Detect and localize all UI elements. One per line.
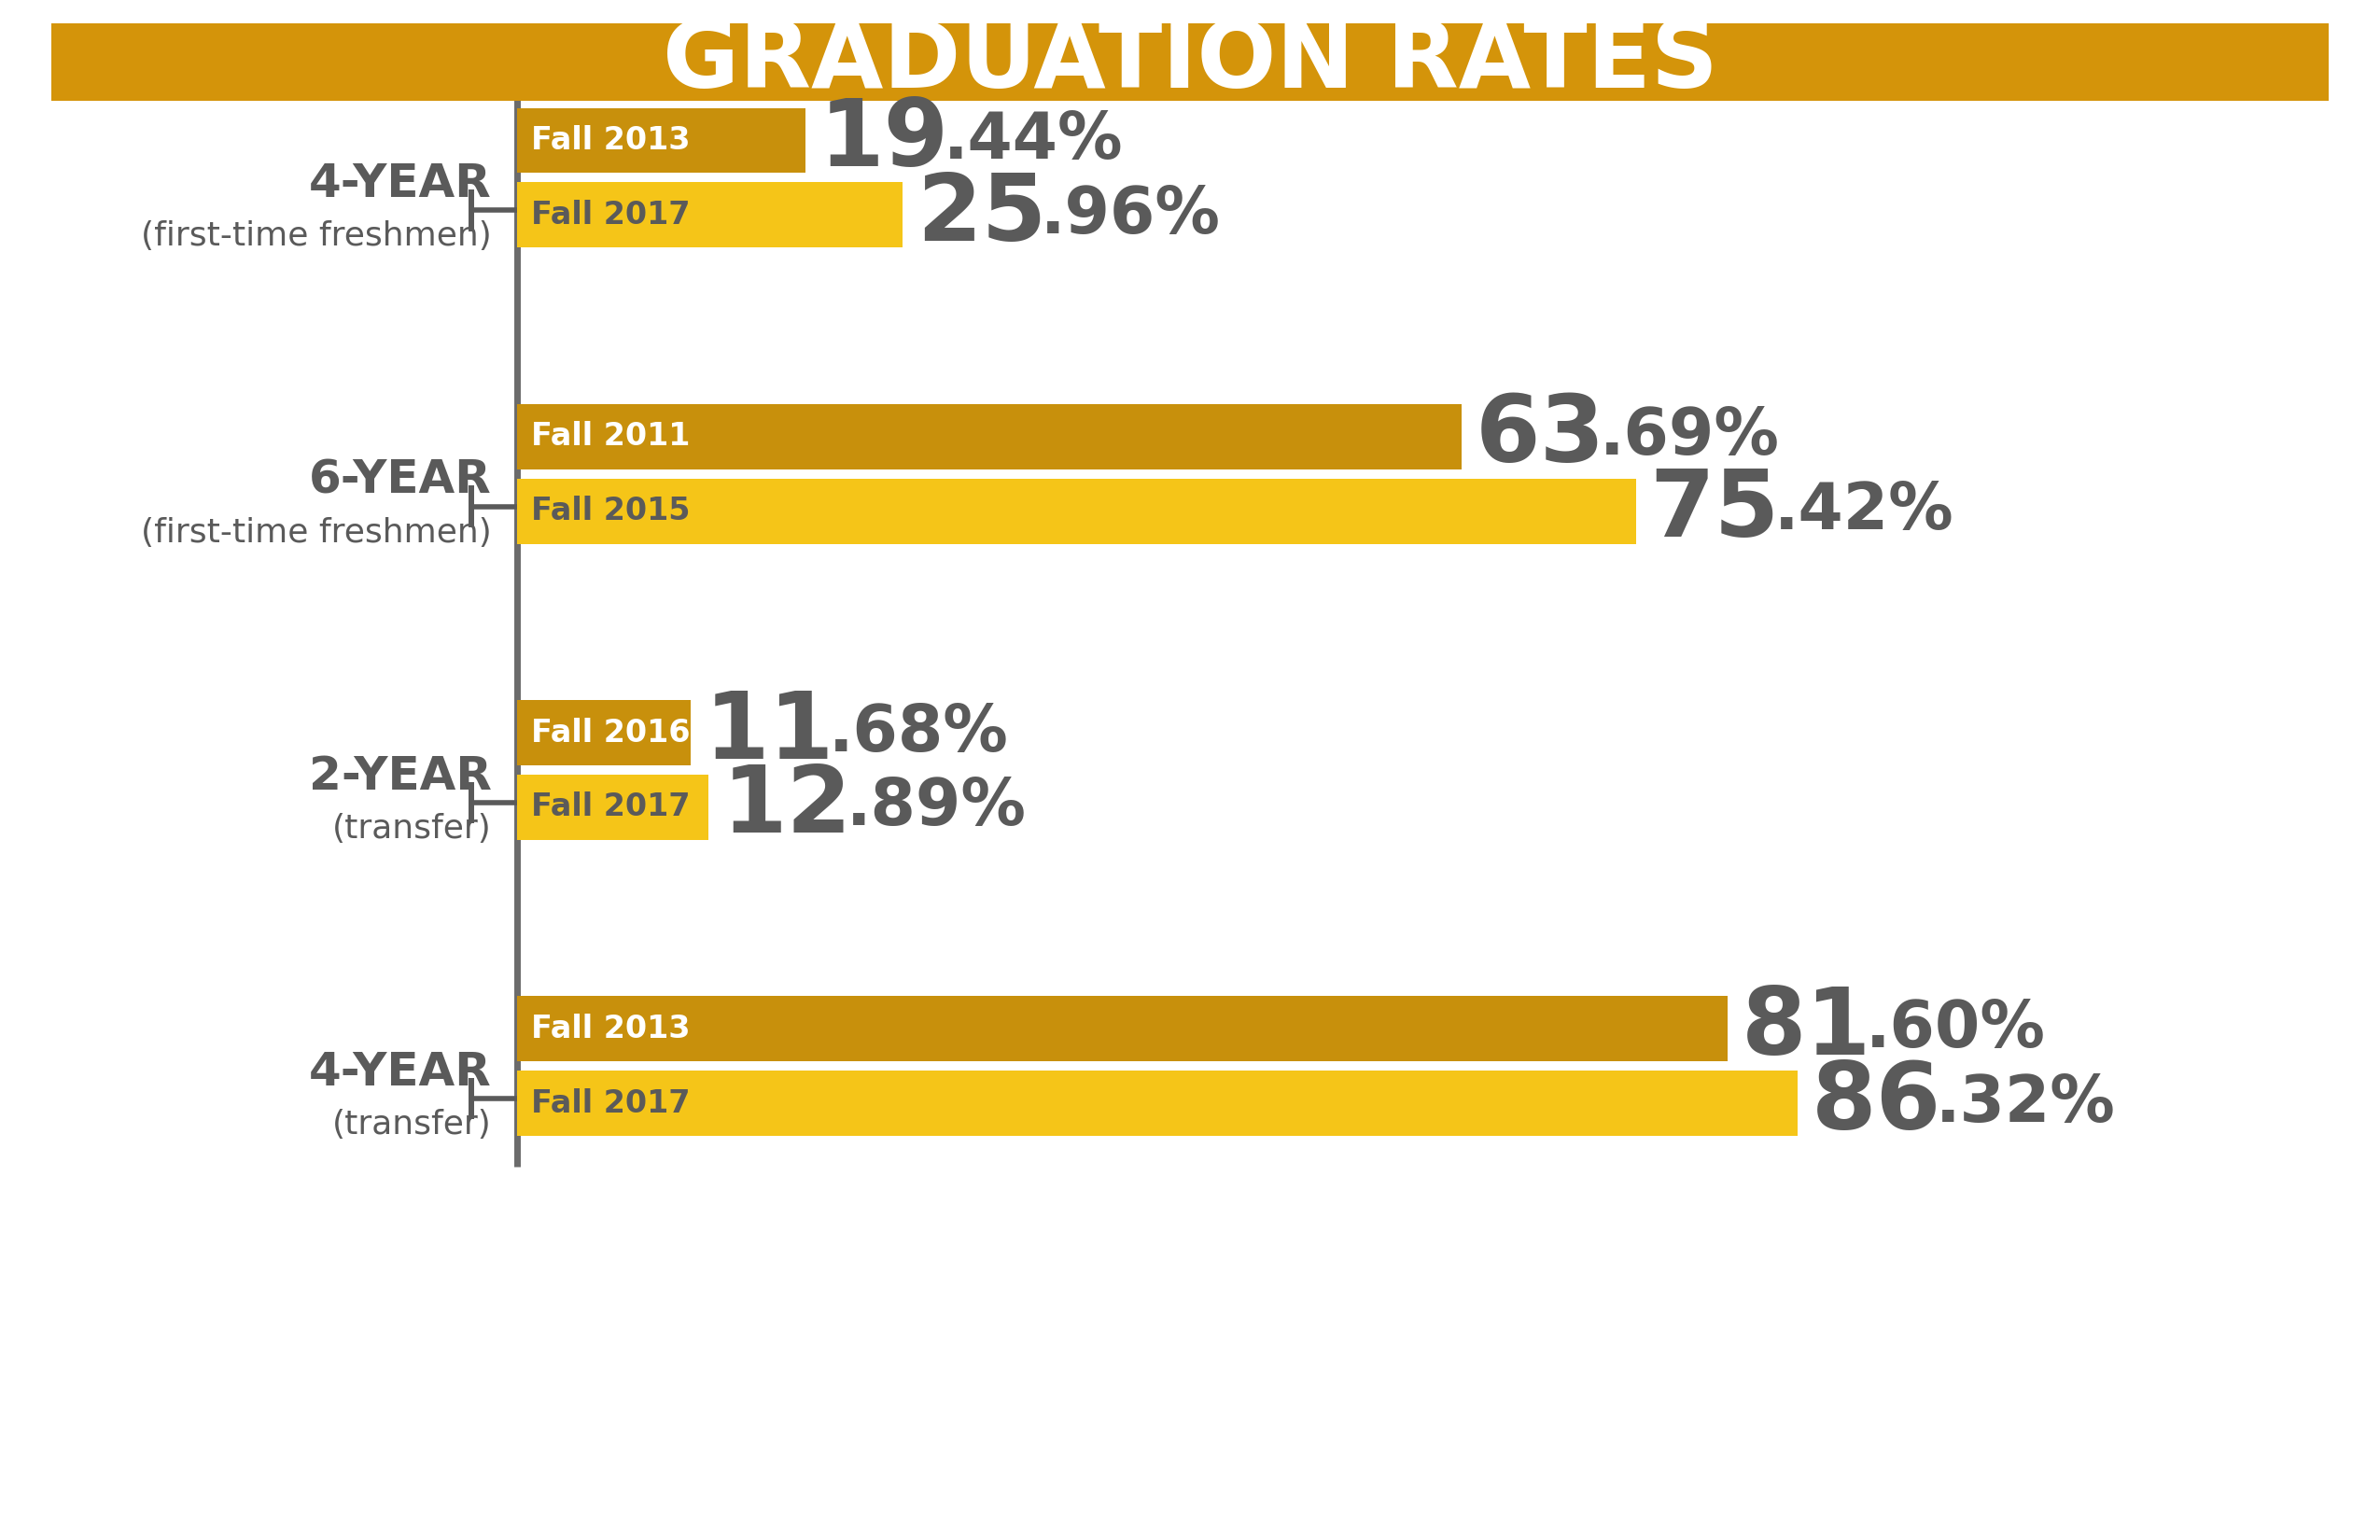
Text: Fall 2015: Fall 2015 [531, 496, 690, 527]
Text: .69%: .69% [1599, 405, 1780, 468]
FancyBboxPatch shape [469, 1078, 474, 1120]
Text: .89%: .89% [847, 776, 1026, 839]
FancyBboxPatch shape [516, 108, 807, 172]
Text: Fall 2013: Fall 2013 [531, 1013, 690, 1044]
Text: 2-YEAR: 2-YEAR [309, 755, 493, 799]
FancyBboxPatch shape [516, 996, 1728, 1061]
Text: Fall 2017: Fall 2017 [531, 792, 690, 822]
Text: 4-YEAR: 4-YEAR [309, 162, 493, 206]
Text: Fall 2016: Fall 2016 [531, 718, 690, 748]
FancyBboxPatch shape [516, 479, 1635, 544]
Text: (first-time freshmen): (first-time freshmen) [140, 220, 493, 253]
Text: GRADUATION RATES: GRADUATION RATES [662, 17, 1718, 108]
FancyBboxPatch shape [516, 701, 690, 765]
Text: Fall 2017: Fall 2017 [531, 1089, 690, 1120]
FancyBboxPatch shape [516, 775, 709, 839]
Text: 12: 12 [724, 762, 852, 853]
Text: Fall 2013: Fall 2013 [531, 125, 690, 156]
FancyBboxPatch shape [469, 485, 474, 527]
Text: 81: 81 [1742, 984, 1871, 1073]
Text: 6-YEAR: 6-YEAR [309, 457, 493, 502]
Text: 25: 25 [916, 169, 1047, 260]
Text: (first-time freshmen): (first-time freshmen) [140, 516, 493, 548]
FancyBboxPatch shape [469, 189, 474, 231]
Text: 86: 86 [1811, 1058, 1942, 1149]
Text: (transfer): (transfer) [333, 813, 493, 844]
Text: .68%: .68% [828, 701, 1009, 764]
FancyBboxPatch shape [516, 182, 902, 248]
FancyBboxPatch shape [52, 23, 2328, 100]
Text: 19: 19 [819, 95, 950, 186]
Text: Fall 2017: Fall 2017 [531, 200, 690, 231]
Text: .42%: .42% [1773, 480, 1954, 542]
FancyBboxPatch shape [516, 403, 1461, 470]
Text: .96%: .96% [1040, 183, 1221, 246]
Text: Fall 2011: Fall 2011 [531, 420, 690, 451]
FancyBboxPatch shape [469, 782, 474, 824]
Text: .44%: .44% [945, 109, 1123, 171]
FancyBboxPatch shape [516, 1070, 1797, 1137]
Text: .60%: .60% [1866, 998, 2047, 1060]
Text: 4-YEAR: 4-YEAR [309, 1050, 493, 1095]
Text: .32%: .32% [1935, 1072, 2116, 1135]
Text: 63: 63 [1476, 391, 1606, 482]
Text: (transfer): (transfer) [333, 1109, 493, 1141]
Text: 75: 75 [1649, 467, 1780, 556]
Text: 11: 11 [704, 687, 835, 778]
